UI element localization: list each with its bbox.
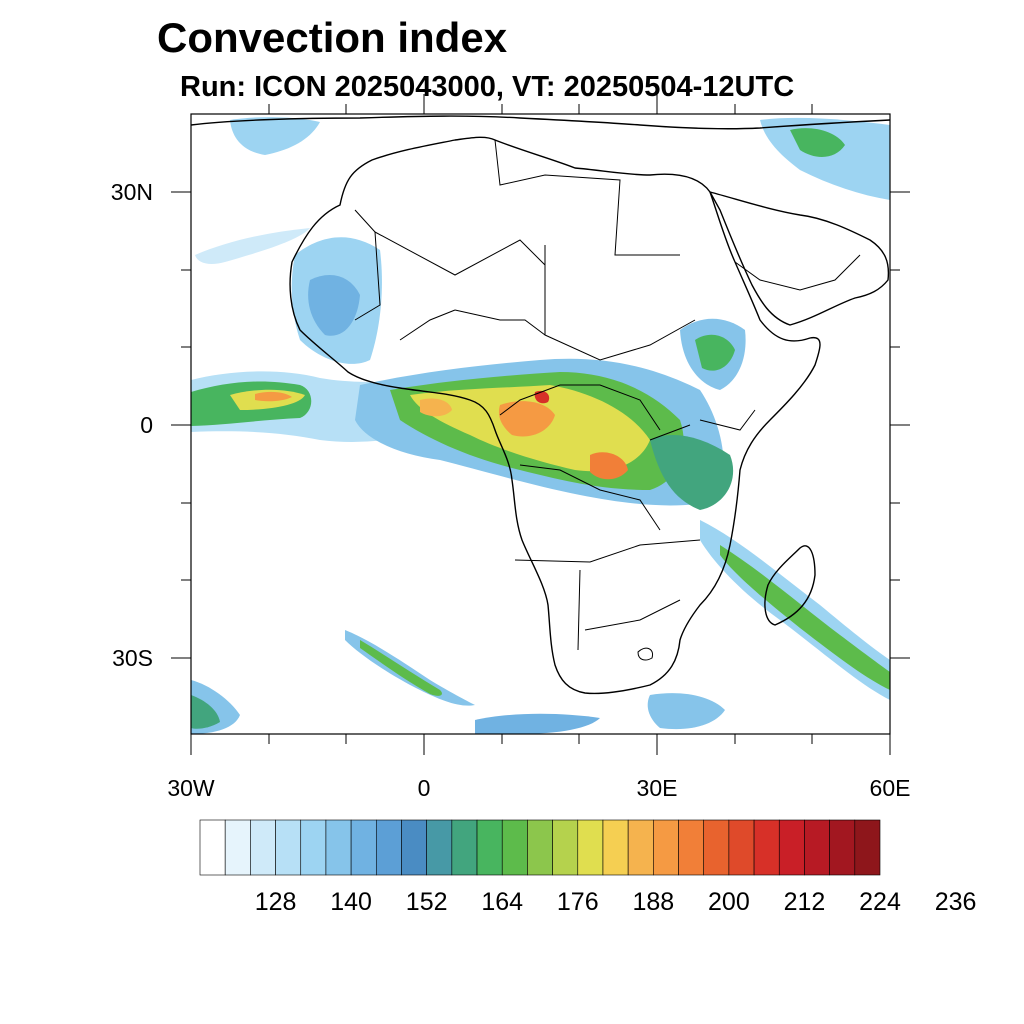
lat-label-0: 0	[140, 412, 153, 438]
colorbar-swatch	[275, 819, 302, 876]
nw-streak	[195, 228, 310, 264]
border-9	[514, 539, 701, 563]
africa-coastline	[289, 136, 821, 695]
colorbar-swatch	[678, 819, 705, 876]
ethiopia-core	[695, 334, 735, 371]
colorbar-label: 212	[783, 888, 826, 916]
border-7	[499, 384, 661, 431]
europe-coast	[191, 115, 890, 130]
colorbar-label: 188	[632, 888, 675, 916]
colorbar-swatch	[552, 819, 579, 876]
country-borders	[354, 139, 861, 661]
colorbar-swatch	[527, 819, 553, 876]
lat-label-30n: 30N	[110, 179, 153, 205]
congo-red	[534, 390, 550, 404]
congo-orange-2	[590, 452, 628, 480]
sa-front-green	[360, 640, 442, 696]
coastlines	[191, 115, 890, 695]
border-11	[649, 409, 756, 441]
south-band-1	[475, 713, 600, 734]
map-border	[190, 113, 891, 735]
border-8	[519, 464, 661, 531]
colorbar-swatch	[653, 819, 679, 876]
congo-orange-3	[420, 398, 452, 417]
plot-title: Convection index	[157, 14, 508, 61]
border-6	[399, 309, 456, 341]
colorbar-label: 164	[481, 888, 524, 916]
colorbar-swatch	[350, 819, 377, 876]
colorbar-label: 140	[330, 888, 372, 916]
colorbar-label: 152	[405, 888, 448, 916]
colorbar-swatch	[602, 819, 629, 876]
lon-label-60e: 60E	[869, 775, 911, 801]
south-band-2	[647, 693, 725, 730]
border-10	[577, 569, 681, 651]
border-12	[734, 254, 861, 291]
colorbar-swatch	[778, 819, 805, 876]
lon-label-0: 0	[417, 775, 431, 801]
border-1	[354, 209, 381, 321]
colorbar-swatch	[804, 819, 830, 876]
colorbar-label: 224	[859, 888, 901, 916]
border-3	[494, 139, 680, 256]
lesotho-border	[637, 647, 654, 661]
colorbar	[199, 819, 881, 876]
colorbar-label: 236	[934, 888, 977, 916]
arabia-coast	[708, 190, 890, 326]
colorbar-label: 176	[556, 888, 599, 916]
colorbar-swatch	[426, 819, 453, 876]
colorbar-label: 200	[708, 888, 750, 916]
colorbar-swatch	[829, 819, 856, 876]
lon-label-30w: 30W	[167, 775, 215, 801]
east-africa-green	[650, 435, 734, 510]
colorbar-swatch	[300, 819, 327, 876]
border-4	[544, 245, 696, 361]
colorbar-swatch	[476, 819, 503, 876]
colorbar-swatch	[375, 819, 402, 876]
colorbar-swatch	[224, 819, 251, 876]
colorbar-swatch	[728, 819, 755, 876]
lat-label-30s: 30S	[112, 645, 153, 671]
convection-field	[191, 117, 890, 734]
levant-convection	[760, 117, 890, 200]
colorbar-swatch	[501, 819, 528, 876]
axis-ticks	[171, 94, 910, 755]
colorbar-swatch	[250, 819, 276, 876]
iberia-convection	[230, 117, 320, 155]
colorbar-swatch	[577, 819, 604, 876]
colorbar-label: 128	[254, 888, 297, 916]
border-2	[374, 231, 546, 276]
colorbar-swatch	[703, 819, 730, 876]
colorbar-swatch	[325, 819, 352, 876]
border-5	[454, 309, 546, 336]
colorbar-swatch	[451, 819, 478, 876]
levant-core	[790, 128, 845, 157]
se-band-green	[720, 545, 890, 690]
colorbar-swatch	[627, 819, 654, 876]
colorbar-swatch	[199, 819, 226, 876]
sw-corner-core	[191, 695, 220, 729]
colorbar-swatch	[753, 819, 780, 876]
sa-front-light	[345, 630, 475, 706]
west-africa-core	[308, 275, 360, 336]
congo-orange-1	[498, 401, 555, 437]
plot-subtitle: Run: ICON 2025043000, VT: 20250504-12UTC	[180, 71, 795, 103]
itcz-band-orange	[255, 391, 292, 402]
lon-label-30e: 30E	[636, 775, 678, 801]
colorbar-swatch	[401, 819, 427, 876]
colorbar-swatch	[854, 819, 881, 876]
madagascar-coast	[764, 545, 816, 626]
